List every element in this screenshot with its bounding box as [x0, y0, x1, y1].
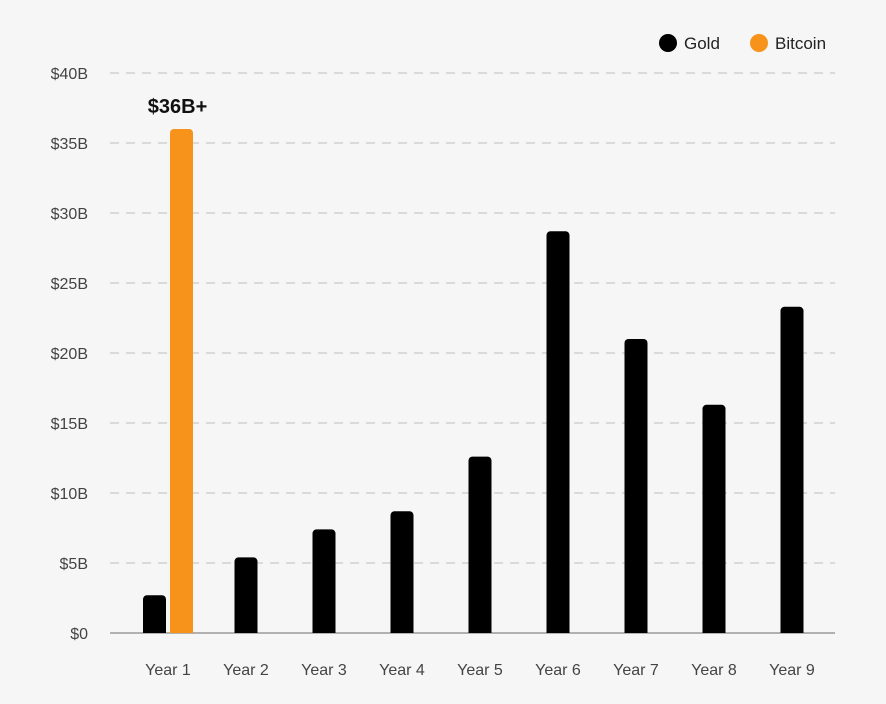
legend-swatch-bitcoin [750, 34, 768, 52]
bar-gold [702, 404, 726, 633]
bar-gold-base [390, 627, 414, 633]
legend-label-bitcoin: Bitcoin [775, 34, 826, 53]
bar-gold-base [234, 627, 258, 633]
x-tick-label: Year 2 [223, 662, 269, 679]
bar-gold [546, 231, 570, 633]
bar-gold-base [702, 627, 726, 633]
bar-gold-base [312, 627, 336, 633]
bar-gold-base [546, 627, 570, 633]
x-tick-label: Year 4 [379, 662, 425, 679]
y-tick-label: $20B [51, 346, 88, 363]
x-tick-label: Year 3 [301, 662, 347, 679]
bar-gold [390, 511, 414, 633]
bar-gold [234, 557, 258, 633]
x-tick-label: Year 5 [457, 662, 503, 679]
bar-bitcoin-base [170, 627, 193, 633]
bar-bitcoin [170, 129, 193, 633]
y-tick-label: $10B [51, 486, 88, 503]
y-tick-label: $0 [70, 626, 88, 643]
y-tick-label: $25B [51, 276, 88, 293]
bar-gold-base [468, 627, 492, 633]
legend-swatch-gold [659, 34, 677, 52]
bar-annotation: $36B+ [148, 96, 208, 118]
x-tick-label: Year 9 [769, 662, 815, 679]
x-tick-label: Year 1 [145, 662, 191, 679]
bar-gold-base [143, 627, 166, 633]
x-tick-label: Year 7 [613, 662, 659, 679]
bar-gold-base [624, 627, 648, 633]
y-tick-label: $40B [51, 66, 88, 83]
legend-label-gold: Gold [684, 34, 720, 53]
y-tick-label: $35B [51, 136, 88, 153]
bar-gold [624, 339, 648, 633]
y-tick-label: $5B [60, 556, 88, 573]
x-tick-label: Year 8 [691, 662, 737, 679]
x-tick-label: Year 6 [535, 662, 581, 679]
bar-gold-base [780, 627, 804, 633]
y-tick-label: $30B [51, 206, 88, 223]
bar-gold [312, 529, 336, 633]
y-tick-label: $15B [51, 416, 88, 433]
bar-gold [468, 456, 492, 633]
bar-gold [780, 306, 804, 633]
bar-gold [143, 595, 166, 633]
